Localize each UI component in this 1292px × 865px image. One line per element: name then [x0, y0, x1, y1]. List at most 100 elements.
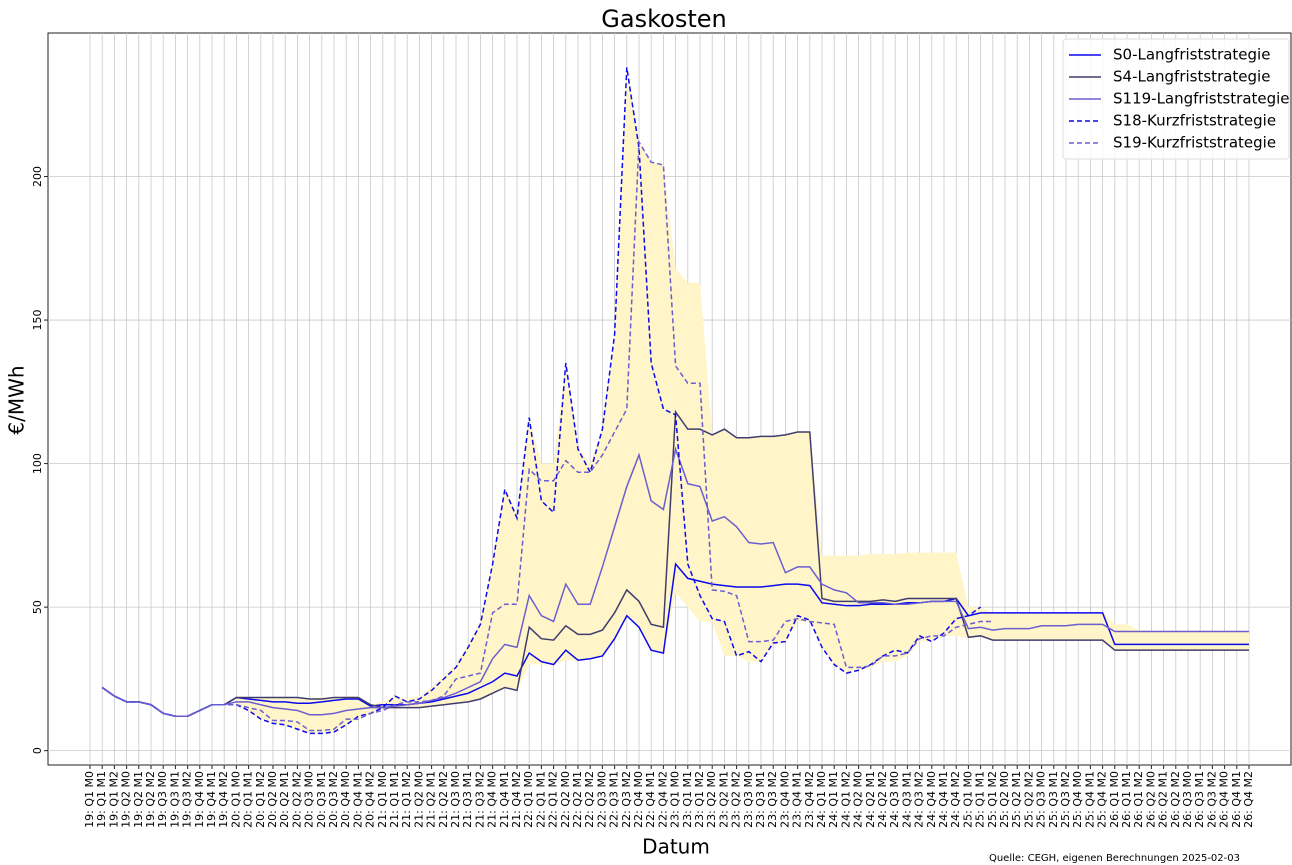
x-tick-label: 24: Q4 M1 — [937, 771, 950, 828]
y-tick-label: 0 — [31, 747, 44, 754]
x-tick-label: 26: Q1 M1 — [1120, 771, 1133, 828]
x-tick-label: 19: Q3 M1 — [168, 771, 181, 828]
x-tick-label: 21: Q2 M2 — [437, 771, 450, 828]
x-tick-label: 21: Q4 M0 — [486, 771, 499, 828]
x-tick-label: 22: Q1 M1 — [534, 771, 547, 828]
x-tick-label: 26: Q3 M1 — [1193, 771, 1206, 828]
y-tick-label: 150 — [31, 310, 44, 331]
chart-title: Gaskosten — [601, 5, 726, 33]
x-tick-label: 26: Q4 M0 — [1218, 771, 1231, 828]
x-tick-label: 26: Q3 M2 — [1205, 771, 1218, 828]
x-tick-label: 24: Q3 M1 — [900, 771, 913, 828]
x-tick-label: 21: Q1 M1 — [388, 771, 401, 828]
x-tick-label: 23: Q4 M0 — [778, 771, 791, 828]
x-tick-label: 26: Q3 M0 — [1181, 771, 1194, 828]
x-tick-label: 24: Q3 M0 — [888, 771, 901, 828]
x-tick-label: 21: Q2 M1 — [425, 771, 438, 828]
x-tick-label: 19: Q4 M0 — [193, 771, 206, 828]
x-tick-label: 25: Q1 M1 — [974, 771, 987, 828]
x-tick-label: 21: Q3 M0 — [449, 771, 462, 828]
x-tick-label: 20: Q1 M2 — [254, 771, 267, 828]
x-tick-label: 25: Q3 M1 — [1047, 771, 1060, 828]
x-tick-label: 23: Q4 M1 — [791, 771, 804, 828]
x-tick-label: 26: Q4 M2 — [1242, 771, 1255, 828]
x-tick-label: 19: Q2 M1 — [132, 771, 145, 828]
x-tick-label: 19: Q3 M2 — [181, 771, 194, 828]
x-tick-label: 22: Q2 M0 — [559, 771, 572, 828]
legend-label: S0-Langfriststrategie — [1113, 46, 1270, 64]
x-tick-label: 22: Q2 M2 — [583, 771, 596, 828]
series-line — [101, 67, 982, 735]
x-tick-label: 24: Q2 M2 — [876, 771, 889, 828]
y-tick-label: 200 — [31, 166, 44, 187]
x-tick-label: 19: Q3 M0 — [156, 771, 169, 828]
x-tick-label: 25: Q1 M0 — [961, 771, 974, 828]
x-tick-label: 19: Q1 M0 — [83, 771, 96, 828]
x-tick-label: 24: Q2 M1 — [864, 771, 877, 828]
x-tick-label: 22: Q2 M1 — [571, 771, 584, 828]
x-tick-label: 25: Q2 M1 — [1010, 771, 1023, 828]
x-tick-label: 23: Q3 M0 — [742, 771, 755, 828]
y-tick-label: 100 — [31, 453, 44, 474]
x-tick-label: 22: Q4 M0 — [632, 771, 645, 828]
x-tick-label: 19: Q1 M1 — [95, 771, 108, 828]
x-tick-label: 21: Q3 M2 — [473, 771, 486, 828]
legend: S0-Langfriststrategie S4-Langfriststrateg… — [1062, 38, 1290, 160]
x-tick-label: 23: Q1 M0 — [669, 771, 682, 828]
x-tick-label: 24: Q4 M2 — [949, 771, 962, 828]
x-tick-label: 20: Q4 M0 — [339, 771, 352, 828]
x-tick-label: 21: Q4 M1 — [498, 771, 511, 828]
x-tick-label: 26: Q2 M1 — [1157, 771, 1170, 828]
x-tick-label: 22: Q3 M2 — [620, 771, 633, 828]
x-tick-label: 24: Q1 M0 — [815, 771, 828, 828]
legend-label: S19-Kurzfriststrategie — [1113, 134, 1276, 152]
x-tick-label: 19: Q4 M2 — [217, 771, 230, 828]
x-tick-label: 23: Q3 M1 — [754, 771, 767, 828]
x-tick-label: 21: Q1 M2 — [400, 771, 413, 828]
x-tick-label: 23: Q2 M1 — [717, 771, 730, 828]
x-tick-label: 20: Q2 M0 — [266, 771, 279, 828]
x-tick-label: 20: Q3 M1 — [315, 771, 328, 828]
x-tick-label: 22: Q1 M0 — [522, 771, 535, 828]
legend-label: S4-Langfriststrategie — [1113, 68, 1270, 86]
x-tick-label: 23: Q1 M2 — [693, 771, 706, 828]
x-tick-label: 22: Q1 M2 — [547, 771, 560, 828]
y-tick-label: 50 — [31, 600, 44, 614]
x-tick-label: 19: Q2 M0 — [120, 771, 133, 828]
x-tick-label: 24: Q2 M0 — [852, 771, 865, 828]
series-line — [101, 562, 1249, 717]
x-tick-label: 20: Q1 M1 — [242, 771, 255, 828]
x-tick-label: 20: Q3 M0 — [303, 771, 316, 828]
x-tick-label: 26: Q4 M1 — [1230, 771, 1243, 828]
x-tick-label: 25: Q3 M0 — [1035, 771, 1048, 828]
x-tick-label: 24: Q1 M1 — [827, 771, 840, 828]
x-tick-label: 26: Q1 M2 — [1132, 771, 1145, 828]
x-tick-label: 21: Q3 M1 — [461, 771, 474, 828]
x-tick-label: 22: Q3 M1 — [608, 771, 621, 828]
x-tick-label: 25: Q3 M2 — [1059, 771, 1072, 828]
legend-box — [1062, 38, 1290, 160]
x-tick-label: 23: Q4 M2 — [803, 771, 816, 828]
x-tick-label: 26: Q1 M0 — [1108, 771, 1121, 828]
x-tick-label: 24: Q3 M2 — [913, 771, 926, 828]
x-tick-label: 25: Q4 M0 — [1071, 771, 1084, 828]
legend-label: S119-Langfriststrategie — [1113, 90, 1290, 108]
x-tick-label: 20: Q1 M0 — [229, 771, 242, 828]
x-tick-label: 22: Q4 M1 — [644, 771, 657, 828]
x-tick-label: 22: Q3 M0 — [595, 771, 608, 828]
x-tick-label: 23: Q3 M2 — [766, 771, 779, 828]
legend-label: S18-Kurzfriststrategie — [1113, 112, 1276, 130]
x-tick-label: 23: Q2 M2 — [730, 771, 743, 828]
x-tick-label: 20: Q4 M2 — [364, 771, 377, 828]
x-tick-label: 25: Q1 M2 — [986, 771, 999, 828]
x-tick-label: 19: Q1 M2 — [107, 771, 120, 828]
x-tick-label: 26: Q2 M2 — [1169, 771, 1182, 828]
series-line — [101, 446, 1249, 717]
x-tick-label: 22: Q4 M2 — [656, 771, 669, 828]
x-tick-label: 19: Q4 M1 — [205, 771, 218, 828]
x-tick-label: 25: Q2 M0 — [998, 771, 1011, 828]
x-tick-label: 20: Q3 M2 — [327, 771, 340, 828]
x-tick-label: 20: Q2 M1 — [278, 771, 291, 828]
x-tick-label: 24: Q4 M0 — [925, 771, 938, 828]
